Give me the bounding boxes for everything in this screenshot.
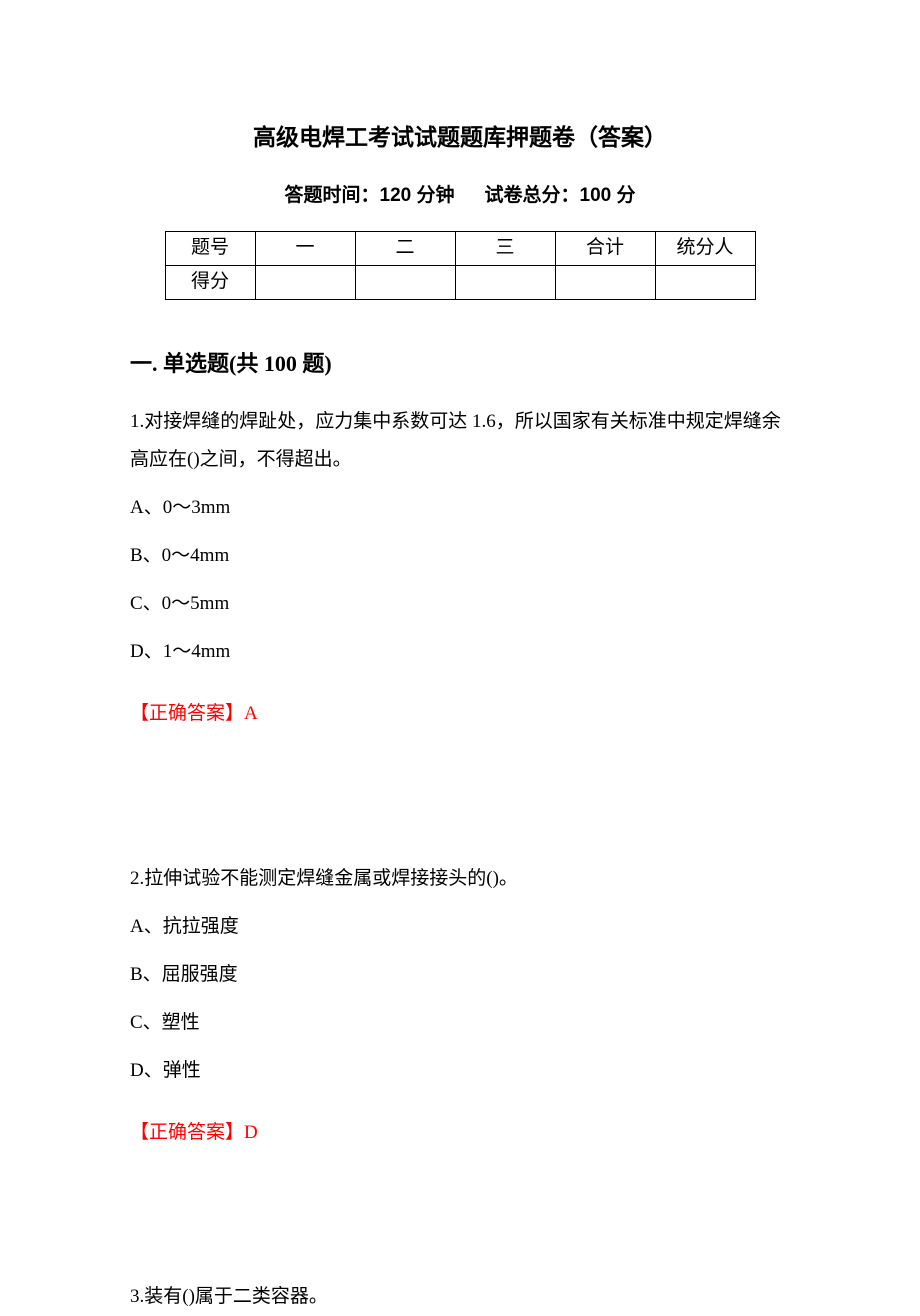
option-a: A、抗拉强度 bbox=[130, 908, 790, 946]
question-block: 2.拉伸试验不能测定焊缝金属或焊接接头的()。 A、抗拉强度 B、屈服强度 C、… bbox=[130, 860, 790, 1148]
score-cell bbox=[355, 266, 455, 300]
col-header: 合计 bbox=[555, 232, 655, 266]
table-score-row: 得分 bbox=[165, 266, 755, 300]
question-text: 3.装有()属于二类容器。 bbox=[130, 1278, 790, 1316]
col-header: 统分人 bbox=[655, 232, 755, 266]
question-text: 2.拉伸试验不能测定焊缝金属或焊接接头的()。 bbox=[130, 860, 790, 898]
section-heading: 一. 单选题(共 100 题) bbox=[130, 346, 790, 381]
score-cell bbox=[455, 266, 555, 300]
exam-subtitle: 答题时间：120 分钟 试卷总分：100 分 bbox=[130, 181, 790, 211]
question-block: 1.对接焊缝的焊趾处，应力集中系数可达 1.6，所以国家有关标准中规定焊缝余高应… bbox=[130, 403, 790, 729]
col-header: 题号 bbox=[165, 232, 255, 266]
col-header: 三 bbox=[455, 232, 555, 266]
option-b: B、屈服强度 bbox=[130, 956, 790, 994]
time-limit-label: 答题时间：120 分钟 bbox=[285, 185, 455, 206]
col-header: 一 bbox=[255, 232, 355, 266]
score-cell bbox=[655, 266, 755, 300]
option-d: D、弹性 bbox=[130, 1052, 790, 1090]
option-b: B、0～4mm bbox=[130, 537, 790, 575]
correct-answer: 【正确答案】D bbox=[130, 1118, 790, 1148]
score-table: 题号 一 二 三 合计 统分人 得分 bbox=[165, 231, 756, 300]
table-header-row: 题号 一 二 三 合计 统分人 bbox=[165, 232, 755, 266]
question-text: 1.对接焊缝的焊趾处，应力集中系数可达 1.6，所以国家有关标准中规定焊缝余高应… bbox=[130, 403, 790, 479]
col-header: 二 bbox=[355, 232, 455, 266]
exam-title: 高级电焊工考试试题题库押题卷（答案） bbox=[130, 120, 790, 157]
option-c: C、0～5mm bbox=[130, 585, 790, 623]
option-c: C、塑性 bbox=[130, 1004, 790, 1042]
total-score-label: 试卷总分：100 分 bbox=[485, 185, 636, 206]
row-label: 得分 bbox=[165, 266, 255, 300]
question-block: 3.装有()属于二类容器。 bbox=[130, 1278, 790, 1316]
option-a: A、0～3mm bbox=[130, 489, 790, 527]
correct-answer: 【正确答案】A bbox=[130, 699, 790, 729]
score-cell bbox=[555, 266, 655, 300]
score-cell bbox=[255, 266, 355, 300]
option-d: D、1～4mm bbox=[130, 633, 790, 671]
